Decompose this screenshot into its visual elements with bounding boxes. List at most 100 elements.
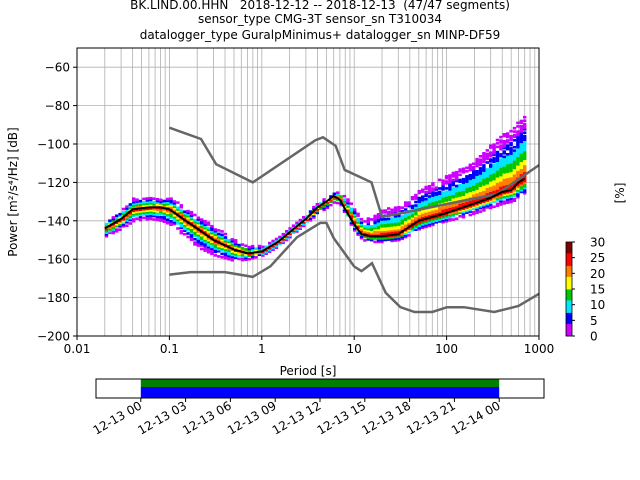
density-cell [424,191,428,194]
density-cell [274,237,279,241]
density-cell [138,210,143,213]
density-cell [200,242,204,246]
density-cell [404,225,408,229]
density-cell [502,167,506,171]
density-cell [227,251,231,254]
density-cell [189,210,194,214]
density-cell [441,186,445,189]
density-cell [444,197,449,201]
colorbar-tick-label: 10 [590,298,605,312]
density-cell [393,209,398,213]
density-cell [376,233,381,237]
density-cell [465,201,469,204]
density-cell [169,202,173,206]
density-cell [441,201,445,205]
density-cell [407,229,411,232]
y-tick-label: −80 [45,99,70,113]
density-cell [373,221,377,225]
density-cell [376,237,381,240]
density-cell [448,200,452,203]
density-cell [404,215,408,218]
density-cell [468,206,472,210]
density-cell [495,164,500,168]
density-cell [434,200,438,203]
density-cell [465,208,469,211]
density-cell [176,227,180,230]
density-cell [230,257,234,260]
density-cell [353,215,357,218]
density-cell [387,221,391,224]
density-cell [332,201,336,204]
density-cell [152,211,156,214]
density-cell [162,213,166,217]
density-cell [200,239,204,242]
density-cell [519,124,523,128]
density-cell [434,188,438,191]
density-cell [523,152,527,155]
density-cell [482,179,486,183]
density-cell [451,175,455,178]
colorbar-segment [566,263,572,266]
density-cell [108,226,112,229]
density-cell [509,164,513,167]
density-cell [414,195,418,199]
density-cell [475,183,479,187]
density-cell [376,230,381,233]
density-cell [516,157,520,161]
density-cell [434,221,438,224]
density-cell [438,195,442,199]
density-cell [162,203,166,206]
density-cell [132,219,136,223]
density-cell [506,134,510,137]
density-cell [444,195,449,199]
density-cell [489,151,493,154]
density-cell [448,215,452,219]
density-cell [237,245,241,249]
density-cell [189,229,194,233]
density-cell [482,188,486,191]
density-cell [461,193,466,196]
density-cell [485,180,489,183]
density-cell [400,216,404,220]
density-cell [223,243,228,246]
density-cell [499,172,503,175]
density-cell [193,231,197,234]
density-cell [478,175,483,179]
density-cell [519,162,523,166]
density-cell [288,234,292,237]
density-cell [468,210,472,213]
density-cell [414,228,418,231]
density-cell [516,149,520,152]
colorbar-segment [566,317,572,320]
density-cell [495,169,500,173]
density-cell [193,222,197,225]
density-cell [468,199,472,203]
density-cell [485,169,489,173]
density-cell [125,224,129,227]
density-cell [196,232,200,235]
density-cell [475,182,479,185]
density-cell [247,257,251,261]
density-cell [234,246,238,249]
density-cell [512,152,517,156]
density-cell [332,192,336,196]
density-cell [305,218,309,221]
density-cell [489,154,493,158]
density-cell [516,164,520,168]
density-cell [441,208,445,212]
density-cell [451,182,455,185]
density-cell [390,222,394,225]
density-cell [118,216,122,219]
density-cell [407,204,411,208]
density-cell [431,183,435,187]
x-tick-label: 100 [435,342,458,356]
colorbar-segment [566,329,572,332]
density-cell [417,222,421,226]
density-cell [458,192,462,196]
density-cell [397,206,401,209]
density-cell [407,218,411,222]
density-cell [200,221,204,225]
density-cell [472,178,476,181]
density-cell [499,177,503,180]
density-cell [285,235,289,238]
